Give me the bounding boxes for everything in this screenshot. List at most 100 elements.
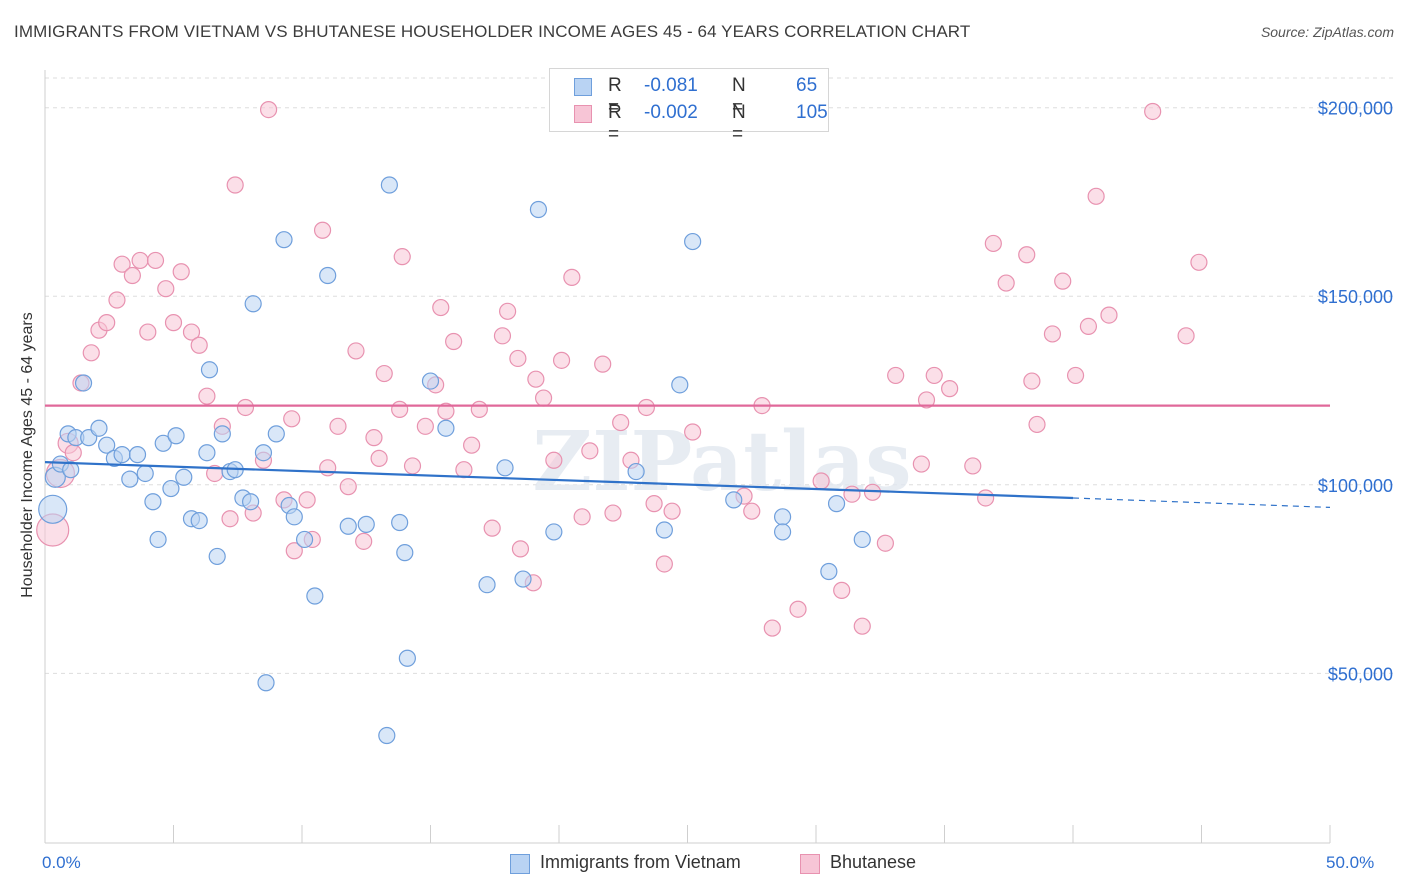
point-vietnam [121,470,139,488]
point-vietnam [190,512,208,530]
point-bhutanese [64,444,82,462]
point-vietnam [655,521,673,539]
point-vietnam [162,479,180,498]
point-bhutanese [182,323,201,341]
point-vietnam [396,544,414,562]
legend-r-label: R = [608,102,622,145]
point-vietnam [200,361,219,379]
point-bhutanese [157,280,175,298]
point-bhutanese [131,251,149,270]
point-bhutanese [887,366,905,385]
point-bhutanese [663,502,681,520]
point-bhutanese [347,342,365,360]
point-bhutanese [912,455,930,473]
point-vietnam [380,176,398,194]
point-bhutanese [563,268,581,286]
bottom-legend-swatch-bhutanese [800,854,820,874]
point-vietnam [113,446,131,464]
legend-r-label: R = [608,75,622,118]
point-bhutanese [470,400,488,418]
point-bhutanese [339,478,357,496]
point-bhutanese [172,263,190,281]
point-bhutanese [319,459,337,477]
point-vietnam [378,726,396,745]
point-bhutanese [82,344,100,362]
trend-line-vietnam [44,461,1074,500]
bottom-legend-swatch-vietnam [510,854,530,874]
point-bhutanese [552,351,571,369]
point-vietnam [275,231,293,249]
legend-r-value: -0.002 [644,102,698,123]
legend-swatch-vietnam [574,78,592,96]
point-vietnam [827,495,846,513]
point-vietnam [684,232,702,251]
point-bhutanese [146,251,165,270]
legend-n-label: N = [732,75,746,118]
point-bhutanese [355,532,373,550]
point-bhutanese [843,485,861,503]
y-axis-label: Householder Income Ages 45 - 64 years [19,312,36,598]
point-bhutanese [645,495,663,513]
point-vietnam [295,530,314,549]
point-bhutanese [581,442,599,460]
point-bhutanese [637,398,655,417]
point-bhutanese [763,619,781,637]
point-bhutanese [190,336,208,354]
point-bhutanese [393,248,411,266]
point-bhutanese [604,504,622,522]
point-vietnam [144,493,162,511]
point-vietnam [319,266,337,285]
point-bhutanese [917,391,936,409]
point-bhutanese [997,274,1015,292]
point-vietnam [627,462,645,481]
chart-title: IMMIGRANTS FROM VIETNAM VS BHUTANESE HOU… [14,22,971,41]
point-bhutanese [1028,415,1046,434]
point-vietnam [38,494,68,524]
point-vietnam [437,419,455,437]
point-vietnam [213,425,231,443]
point-bhutanese [1023,372,1041,390]
point-vietnam [175,468,193,486]
point-bhutanese [612,413,630,432]
point-bhutanese [1054,272,1072,290]
point-vietnam [242,493,260,511]
point-bhutanese [483,519,501,537]
point-bhutanese [499,302,517,320]
point-bhutanese [594,355,612,373]
point-vietnam [285,508,303,526]
point-vietnam [74,374,93,392]
point-vietnam [853,530,871,549]
point-vietnam [773,523,792,541]
point-vietnam [339,517,357,535]
point-bhutanese [221,510,239,528]
point-vietnam [529,200,548,219]
point-bhutanese [1144,102,1162,121]
point-vietnam [149,530,167,549]
point-bhutanese [259,100,278,119]
point-vietnam [208,547,226,566]
point-bhutanese [139,323,157,341]
point-vietnam [244,295,262,313]
point-bhutanese [108,291,126,309]
point-vietnam [725,491,743,509]
point-bhutanese [298,491,316,509]
point-bhutanese [1190,253,1208,271]
point-bhutanese [925,366,943,385]
bottom-legend-label: Bhutanese [830,852,917,872]
point-bhutanese [789,600,807,618]
point-bhutanese [1100,306,1118,324]
legend-n-value: 65 [796,75,818,96]
point-vietnam [421,372,440,390]
point-vietnam [198,444,216,462]
y-tick-label: $100,000 [1318,476,1393,496]
point-bhutanese [98,314,116,332]
point-bhutanese [437,402,455,420]
correlation-legend: R = -0.081 N = 65 R = -0.002 N = 105 [549,68,829,145]
point-bhutanese [655,555,673,573]
point-bhutanese [534,389,553,407]
point-bhutanese [853,617,871,635]
point-bhutanese [365,429,383,447]
point-bhutanese [403,457,422,475]
point-bhutanese [863,483,882,501]
legend-n-value: 105 [796,102,828,123]
